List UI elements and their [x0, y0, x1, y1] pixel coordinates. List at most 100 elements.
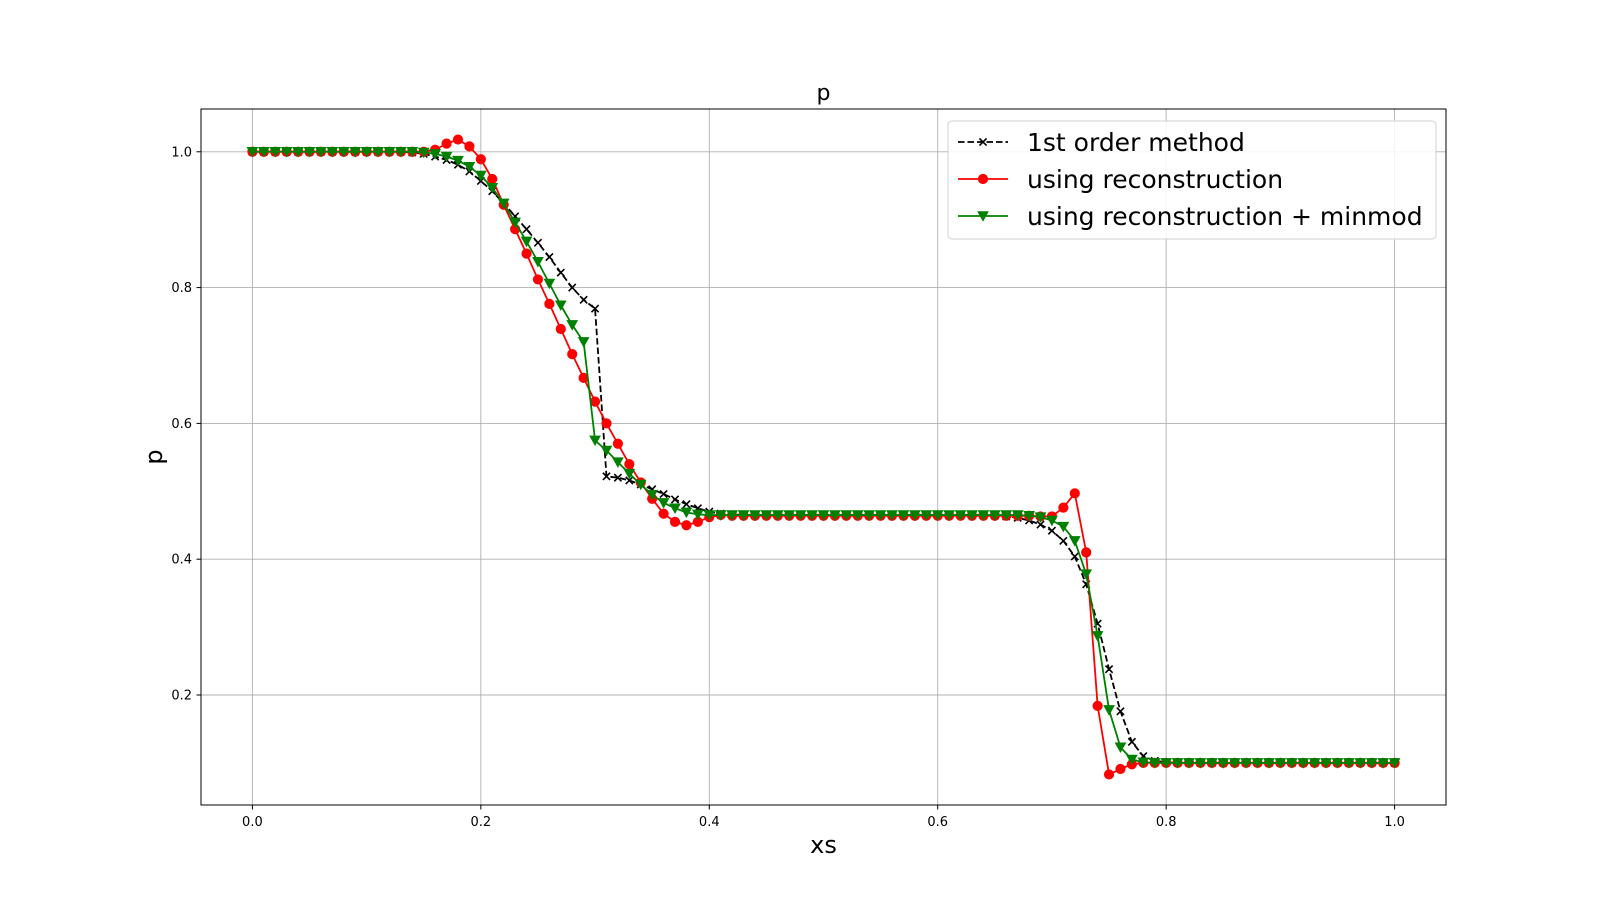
data-point	[520, 236, 533, 248]
data-point	[1034, 512, 1047, 523]
data-point	[292, 147, 304, 158]
data-point	[1343, 758, 1355, 769]
data-point	[474, 170, 487, 182]
data-point	[441, 138, 452, 149]
legend-marker	[978, 137, 988, 147]
data-point	[726, 510, 738, 521]
data-point	[634, 479, 647, 491]
data-point	[1171, 758, 1184, 769]
data-point	[1377, 758, 1390, 769]
data-point	[1183, 758, 1195, 769]
data-point	[714, 510, 727, 521]
data-point	[440, 151, 453, 163]
data-point	[590, 304, 600, 313]
data-point	[567, 349, 578, 360]
data-point	[1070, 552, 1079, 561]
data-point	[601, 418, 612, 429]
data-point	[840, 510, 853, 521]
data-point	[1092, 700, 1103, 711]
y-tick-label: 0.2	[171, 688, 192, 703]
data-point	[556, 268, 565, 277]
data-point	[669, 503, 681, 515]
data-point	[625, 476, 634, 485]
data-point	[1081, 547, 1092, 558]
data-point	[829, 510, 841, 521]
data-point	[1059, 536, 1068, 546]
data-point	[624, 459, 635, 470]
ticks: 0.0 0.2 0.4 0.6 0.8 1.0 0.2 0.4 0.6 0.8 1.0	[171, 145, 1405, 830]
y-tick-label: 0.6	[171, 417, 192, 432]
legend-label: using reconstruction	[1027, 165, 1283, 194]
data-point	[533, 238, 543, 247]
data-point	[669, 516, 681, 527]
data-point	[1320, 758, 1332, 769]
data-point	[977, 510, 990, 521]
data-point	[1068, 536, 1081, 547]
data-point	[1069, 488, 1080, 499]
data-point	[909, 510, 921, 521]
x-axis-title: xs	[810, 831, 837, 859]
data-point	[1047, 526, 1057, 535]
data-point	[452, 155, 464, 167]
data-point	[568, 283, 577, 292]
data-point	[602, 472, 611, 481]
data-point	[579, 295, 588, 304]
data-point	[1103, 769, 1115, 780]
data-point	[566, 320, 579, 331]
data-point	[682, 500, 691, 509]
data-point	[1365, 758, 1378, 769]
data-point	[966, 510, 978, 521]
data-point	[886, 510, 898, 521]
data-point	[737, 510, 750, 521]
data-point	[1263, 758, 1275, 769]
data-point	[874, 510, 887, 521]
data-point	[1116, 707, 1125, 716]
data-point	[1046, 515, 1058, 527]
data-point	[475, 154, 486, 165]
y-tick-label: 0.8	[171, 281, 192, 296]
data-point	[555, 323, 566, 335]
y-tick-label: 1.0	[171, 145, 192, 160]
data-point	[920, 510, 933, 521]
data-point	[863, 510, 876, 521]
data-point	[487, 173, 498, 185]
data-point	[897, 510, 910, 521]
data-point	[1160, 758, 1173, 769]
data-point	[659, 489, 668, 499]
data-point	[1058, 502, 1069, 513]
data-point	[1251, 758, 1264, 769]
x-tick-label: 0.2	[470, 815, 491, 830]
data-point	[1228, 758, 1241, 769]
data-point	[1000, 510, 1013, 521]
data-point	[337, 147, 350, 158]
data-point	[817, 510, 830, 521]
data-point	[943, 510, 955, 521]
data-point	[554, 300, 567, 312]
data-point	[954, 510, 967, 521]
data-point	[497, 198, 510, 210]
data-point	[794, 510, 807, 521]
data-point	[1011, 510, 1024, 521]
data-point	[372, 147, 384, 158]
data-point	[692, 509, 704, 521]
data-point	[931, 510, 944, 521]
data-point	[1036, 520, 1045, 529]
data-point	[703, 510, 716, 521]
data-point	[1137, 757, 1150, 769]
data-point	[532, 274, 544, 285]
data-point	[522, 225, 531, 234]
data-point	[988, 510, 1001, 521]
data-point	[463, 161, 476, 173]
data-point	[545, 252, 554, 262]
y-axis-title: p	[140, 449, 168, 464]
data-point	[806, 510, 818, 521]
data-point	[269, 147, 282, 158]
data-point	[1127, 737, 1137, 747]
plot-frame	[200, 108, 1447, 806]
data-point	[1240, 758, 1252, 769]
chart-title: p	[817, 81, 831, 106]
data-point	[1103, 705, 1115, 716]
data-point	[646, 489, 659, 501]
legend-box	[947, 120, 1437, 240]
series-layer	[246, 134, 1401, 780]
